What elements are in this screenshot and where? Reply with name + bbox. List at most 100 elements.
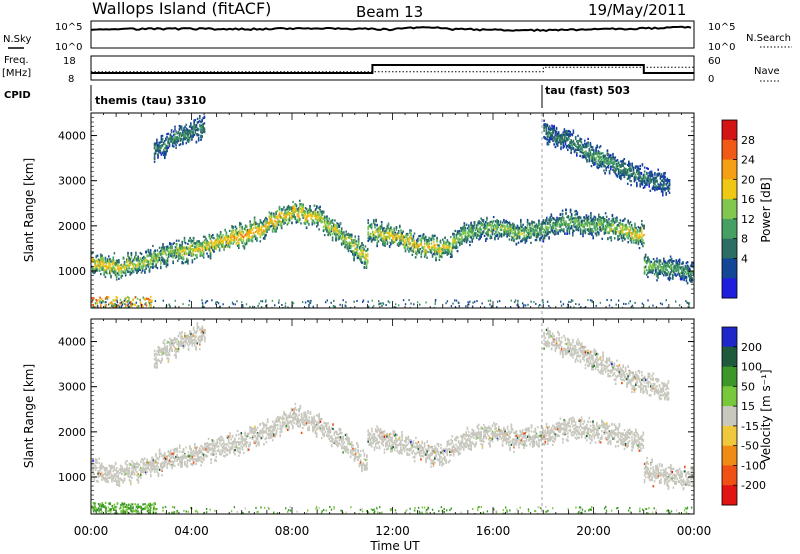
- power-cell: [561, 209, 564, 212]
- power-cell: [160, 253, 162, 256]
- power-cell: [641, 242, 643, 246]
- power-cell: [345, 236, 347, 239]
- power-cell: [225, 232, 228, 235]
- power-cell: [603, 229, 606, 232]
- power-cell: [218, 243, 221, 247]
- power-cell: [293, 211, 295, 214]
- power-cell: [269, 221, 272, 224]
- power-cell: [205, 237, 207, 240]
- power-cell: [129, 258, 131, 261]
- power-cell: [215, 245, 217, 248]
- power-cell: [259, 235, 262, 238]
- power-cell: [691, 277, 693, 280]
- power-cell: [191, 249, 194, 252]
- power-cell: [178, 239, 180, 242]
- power-cell: [622, 233, 625, 236]
- power-cell: [550, 213, 553, 216]
- power-cell: [507, 233, 510, 236]
- power-cell: [410, 249, 412, 252]
- power-cell: [262, 237, 265, 240]
- power-cell: [469, 244, 471, 247]
- freq-unit: [MHz]: [2, 68, 31, 79]
- power-cell: [217, 235, 220, 238]
- power-cell: [471, 229, 473, 232]
- power-cell: [639, 240, 642, 243]
- power-cell: [313, 212, 316, 215]
- power-cell: [393, 235, 395, 238]
- power-cell: [274, 230, 276, 233]
- power-cell: [382, 239, 384, 242]
- power-cell: [555, 231, 557, 234]
- power-cell: [555, 126, 558, 129]
- power-cell: [509, 227, 512, 230]
- power-cell: [357, 254, 360, 257]
- power-cell: [460, 238, 462, 241]
- power-cell: [301, 203, 303, 206]
- power-cell: [551, 222, 554, 225]
- power-cell: [413, 241, 416, 244]
- power-cell: [675, 264, 677, 267]
- power-cell: [657, 266, 659, 269]
- power-cell: [547, 126, 550, 129]
- power-cell: [643, 256, 646, 259]
- power-cell: [129, 261, 131, 264]
- power-cell: [268, 217, 271, 220]
- power-cell: [375, 220, 377, 223]
- power-cell: [234, 231, 237, 234]
- power-cell: [284, 221, 286, 224]
- power-cell: [686, 269, 689, 272]
- power-cell: [690, 264, 692, 267]
- power-cell: [666, 269, 668, 272]
- power-cell: [161, 253, 163, 256]
- power-cell: [241, 227, 243, 230]
- power-cell: [400, 238, 402, 241]
- power-cell: [195, 254, 197, 257]
- power-cell: [577, 226, 580, 230]
- power-cell: [172, 255, 174, 258]
- power-cell: [451, 250, 453, 253]
- power-cell: [414, 250, 417, 253]
- power-cell: [685, 277, 688, 280]
- power-cell: [479, 222, 481, 225]
- power-cell: [148, 268, 151, 271]
- power-cell: [542, 240, 545, 243]
- power-cell: [627, 233, 629, 236]
- power-cell: [672, 260, 674, 263]
- power-cell: [335, 236, 337, 239]
- power-cell: [408, 241, 410, 244]
- power-cell: [319, 216, 321, 220]
- power-cell: [641, 220, 643, 223]
- power-cell: [379, 233, 382, 236]
- power-cell: [363, 261, 366, 264]
- power-cell: [607, 238, 609, 241]
- power-cell: [563, 134, 566, 137]
- power-cell: [118, 273, 120, 277]
- power-cell: [594, 226, 597, 229]
- power-cell: [576, 228, 579, 231]
- power-cell: [530, 229, 532, 233]
- power-cell: [430, 246, 433, 249]
- power-cell: [425, 248, 427, 251]
- power-cell: [100, 253, 102, 256]
- power-cell: [182, 246, 185, 249]
- power-cell: [496, 222, 498, 225]
- power-cell: [480, 235, 482, 238]
- power-cell: [409, 231, 411, 234]
- power-cell: [586, 220, 589, 223]
- power-cell: [102, 261, 104, 264]
- nsearch-tick-bottom: 10^0: [708, 42, 735, 53]
- power-cell: [98, 264, 101, 267]
- power-cell: [104, 271, 107, 274]
- power-cell: [386, 224, 389, 227]
- power-cell: [100, 258, 102, 261]
- power-cell: [320, 212, 323, 215]
- power-cell: [665, 273, 667, 276]
- power-cell: [505, 232, 507, 235]
- power-cell: [190, 238, 193, 242]
- power-cell: [681, 278, 683, 281]
- power-cell: [190, 245, 193, 248]
- power-cell: [417, 237, 419, 240]
- power-cell: [507, 221, 510, 224]
- power-cell: [420, 253, 423, 256]
- power-cell: [256, 229, 258, 232]
